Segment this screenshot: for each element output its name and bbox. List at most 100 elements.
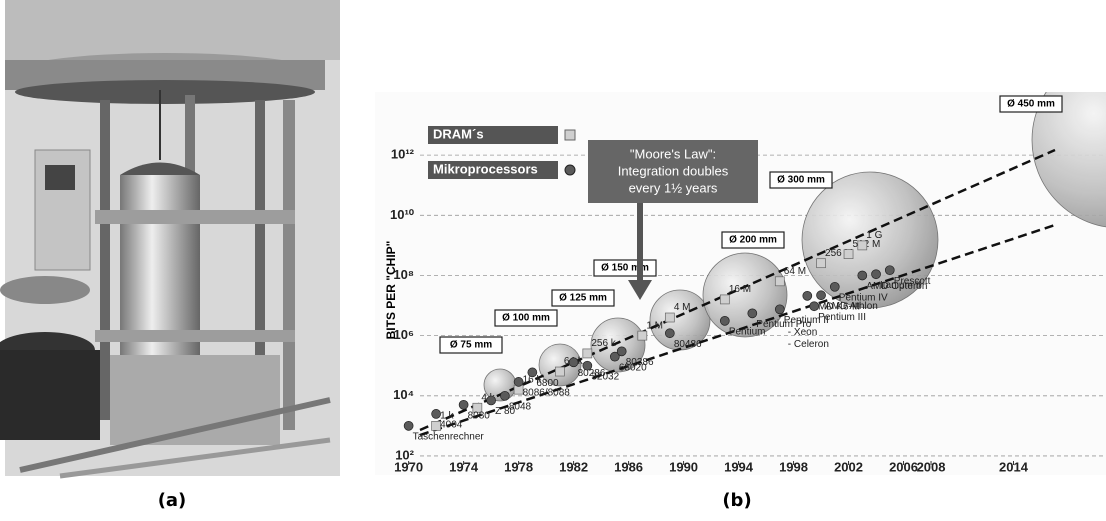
- processor-label: Pentium III: [818, 312, 866, 323]
- x-tick-label: 1982: [559, 459, 588, 474]
- y-axis-label: BITS PER "CHIP": [384, 241, 398, 340]
- annotation-text: every 1½ years: [629, 180, 718, 195]
- x-tick-label: 1978: [504, 459, 533, 474]
- dram-label: 256 M: [825, 248, 853, 259]
- wafer-label-box: [999, 95, 1063, 113]
- processor-label: AMD Athlon: [825, 301, 878, 312]
- processor-label: Prescott: [894, 276, 931, 287]
- legend-box: [428, 126, 558, 144]
- processor-label: AMD Opteron: [866, 281, 927, 292]
- x-tick-label: 1994: [724, 459, 754, 474]
- processor-label: 80286: [578, 368, 606, 379]
- y-tick-label: 10⁴: [393, 387, 414, 402]
- processor-point: [664, 328, 675, 339]
- x-tick-label: 2008: [917, 459, 946, 474]
- legend-marker: [564, 129, 576, 141]
- processor-label: 8086/8088: [523, 388, 571, 399]
- dram-label: 1 k: [440, 411, 454, 422]
- processor-label: 80386: [626, 357, 654, 368]
- processor-point: [527, 367, 538, 378]
- x-tick-label: 2006: [889, 459, 918, 474]
- processor-label: 6800: [536, 378, 559, 389]
- processor-point: [616, 346, 627, 357]
- wafer-label: Ø 125 mm: [559, 293, 607, 304]
- processor-point: [486, 395, 496, 406]
- processor-point: [500, 390, 510, 401]
- processor-point: [809, 301, 820, 312]
- wafer-label: Ø 150 mm: [601, 263, 649, 274]
- wafer-label-box: [439, 336, 503, 354]
- y-tick-label: 10¹²: [391, 147, 415, 162]
- wafer-label: Ø 75 mm: [450, 340, 492, 351]
- wafer-label-box: [769, 171, 833, 189]
- x-tick-label: 1974: [449, 459, 479, 474]
- processor-label: - Celeron: [788, 339, 829, 350]
- processor-label: Taschenrechner: [413, 432, 485, 443]
- processor-label: Z 80: [495, 406, 515, 417]
- dram-point: [472, 402, 483, 413]
- dram-point: [719, 294, 730, 305]
- wafer: [702, 252, 788, 338]
- dram-label: 1 G: [866, 230, 882, 241]
- y-tick-label: 10⁸: [393, 267, 414, 282]
- processor-label: Pentium IV: [839, 292, 888, 303]
- processor-label: Pentium: [729, 326, 766, 337]
- wafer: [1031, 92, 1106, 228]
- x-tick-label: 2002: [834, 459, 863, 474]
- processor-label: 68020: [619, 362, 647, 373]
- dram-label: 4 M: [674, 302, 691, 313]
- x-tick-label: 1998: [779, 459, 808, 474]
- processor-point: [802, 291, 813, 301]
- dram-label: 1 M: [646, 320, 663, 331]
- dram-point: [637, 330, 648, 341]
- y-tick-label: 10⁶: [394, 327, 414, 342]
- processor-point: [609, 351, 620, 362]
- y-tick-label: 10²: [395, 447, 414, 462]
- legend-marker: [564, 164, 576, 176]
- dram-label: 16 k: [523, 374, 543, 385]
- processor-label: - Xeon: [788, 327, 817, 338]
- wafer-label: Ø 300 mm: [777, 175, 825, 186]
- processor-point: [774, 304, 785, 315]
- wafer-label-box: [721, 231, 785, 249]
- processor-point: [403, 421, 414, 431]
- dram-point: [857, 240, 868, 251]
- x-tick-label: 1986: [614, 459, 643, 474]
- processor-label: 8048: [509, 401, 532, 412]
- wafer: [538, 343, 582, 387]
- processor-label: 80486: [674, 339, 702, 350]
- processor-label: Itanium II: [880, 280, 921, 291]
- dram-point: [843, 249, 854, 259]
- trend-line: [419, 148, 1056, 432]
- panel-label: (a): [158, 490, 187, 511]
- processor-label: Pentium Pro: [756, 319, 811, 330]
- wafer-label: Ø 200 mm: [729, 235, 777, 246]
- processor-point: [431, 409, 441, 419]
- x-tick-label: 1970: [394, 459, 423, 474]
- processor-point: [829, 281, 840, 292]
- dram-point: [664, 312, 675, 323]
- annotation-text: Integration doubles: [618, 163, 729, 178]
- x-tick-label: 2014: [999, 459, 1029, 474]
- processor-label: AMD K6-III: [811, 302, 860, 313]
- processor-point: [568, 357, 579, 368]
- processor-point: [816, 290, 826, 301]
- processor-point: [884, 265, 895, 276]
- wafer-label-box: [551, 289, 615, 307]
- dram-label: 256 k: [591, 338, 616, 349]
- processor-point: [719, 316, 730, 326]
- y-tick-label: 10¹⁰: [390, 207, 415, 222]
- wafer-label-box: [494, 309, 558, 327]
- annotation-arrow: [637, 203, 643, 283]
- legend-box: [428, 161, 558, 179]
- processor-point: [513, 377, 524, 387]
- dram-label: 64 M: [784, 266, 806, 277]
- panel-label: (b): [722, 490, 751, 511]
- processor-point: [747, 308, 758, 319]
- processor-label: Pentium II: [784, 315, 829, 326]
- dram-point: [774, 276, 785, 287]
- dram-point: [431, 421, 441, 431]
- wafer: [590, 317, 646, 373]
